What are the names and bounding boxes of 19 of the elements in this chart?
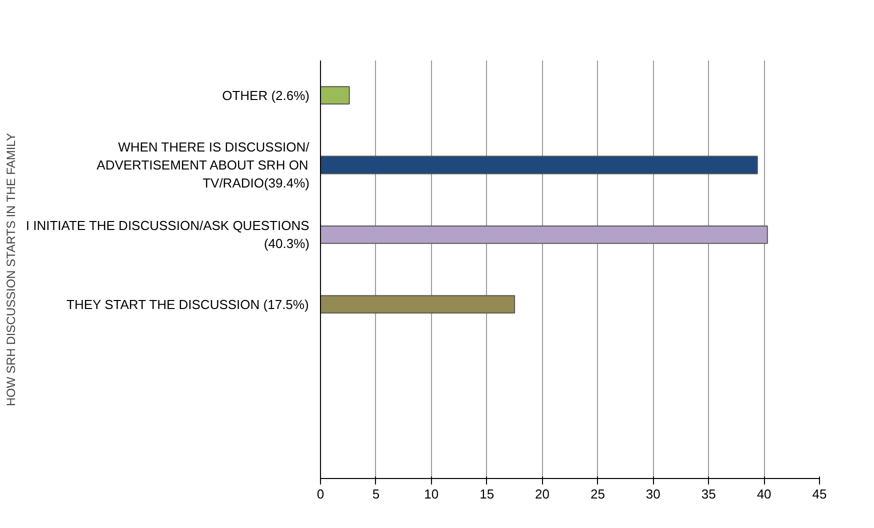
x-tick-label: 25 xyxy=(590,486,605,502)
x-tick-label: 0 xyxy=(316,486,324,502)
bar xyxy=(320,86,350,105)
x-tick-label: 15 xyxy=(480,486,494,502)
bar xyxy=(320,225,768,244)
x-tick-label: 5 xyxy=(372,486,380,502)
x-tick-label: 35 xyxy=(701,486,716,502)
x-tick-label: 10 xyxy=(424,486,439,502)
y-axis-title: HOW SRH DISCUSSION STARTS IN THE FAMILY xyxy=(4,133,18,406)
y-tick-label: WHEN THERE IS DISCUSSION/ ADVERTISEMENT ABOUT SRH ON TV/RADIO(39.4%) xyxy=(96,140,310,190)
bar xyxy=(320,295,516,314)
y-tick-label: THEY START THE DISCUSSION (17.5%) xyxy=(66,296,309,312)
x-tick-label: 40 xyxy=(756,486,772,502)
x-tick-label: 30 xyxy=(646,486,660,502)
y-tick-label: I INITIATE THE DISCUSSION/ASK QUESTIONS (40.3%) xyxy=(26,218,310,252)
x-tick-label: 45 xyxy=(812,486,827,502)
x-tick-label: 20 xyxy=(535,486,550,502)
bar xyxy=(320,156,758,174)
y-tick-label: OTHER (2.6%) xyxy=(222,88,310,103)
